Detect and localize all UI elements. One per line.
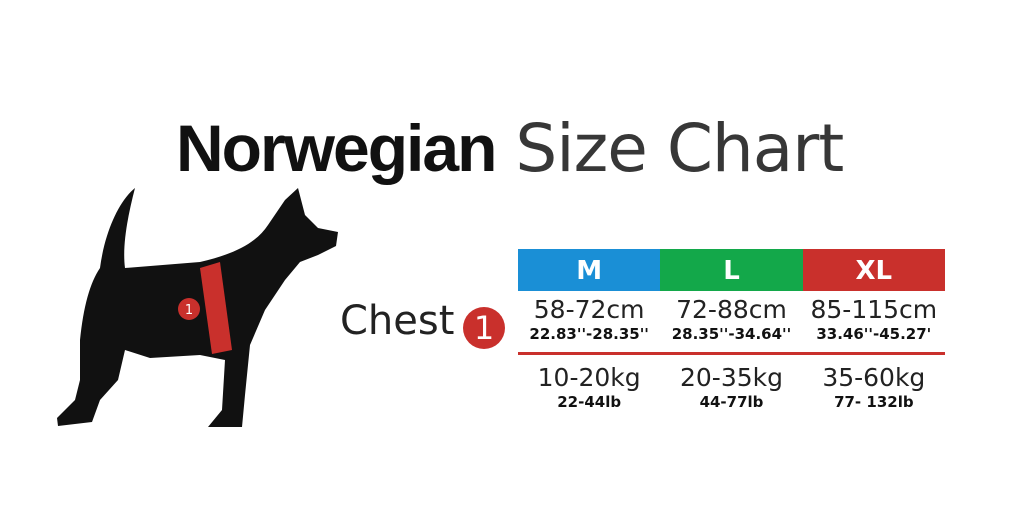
size-l-header: L (660, 249, 803, 291)
page-title: Norwegian Size Chart (176, 108, 844, 189)
chest-in-l: 28.35''-34.64'' (671, 325, 792, 343)
weight-lb-row: 22-44lb 44-77lb 77- 132lb (518, 393, 945, 411)
weight-kg-l: 20-35kg (679, 363, 783, 392)
chest-label: Chest (340, 298, 455, 344)
size-table: M L XL 58-72cm 72-88cm 85-115cm 22.83''-… (518, 249, 945, 411)
chest-in-xl: 33.46''-45.27' (816, 325, 932, 343)
chest-marker-icon (178, 298, 200, 320)
chest-cm-xl: 85-115cm (810, 295, 938, 324)
harness-band (200, 262, 232, 354)
divider (518, 352, 945, 355)
chest-badge: 1 (463, 307, 505, 349)
weight-kg-xl: 35-60kg (822, 363, 926, 392)
chest-marker-text: 1 (185, 303, 193, 318)
weight-lb-l: 44-77lb (699, 393, 764, 411)
chest-cm-row: 58-72cm 72-88cm 85-115cm (518, 295, 945, 325)
size-m-header: M (518, 249, 661, 291)
weight-kg-m: 10-20kg (537, 363, 641, 392)
size-header: M L XL (518, 249, 945, 291)
chest-cm-m: 58-72cm (533, 295, 645, 324)
weight-lb-m: 22-44lb (557, 393, 622, 411)
title-bold: Norwegian (176, 111, 497, 185)
chest-in-m: 22.83''-28.35'' (529, 325, 649, 343)
weight-lb-xl: 77- 132lb (834, 393, 914, 411)
chest-in-row: 22.83''-28.35'' 28.35''-34.64'' 33.46''-… (518, 325, 945, 343)
chest-cm-l: 72-88cm (676, 295, 787, 324)
dog-silhouette-icon: 1 (57, 188, 338, 427)
weight-kg-row: 10-20kg 20-35kg 35-60kg (518, 363, 945, 393)
size-xl-header: XL (802, 249, 945, 291)
title-light: Size Chart (515, 110, 844, 187)
